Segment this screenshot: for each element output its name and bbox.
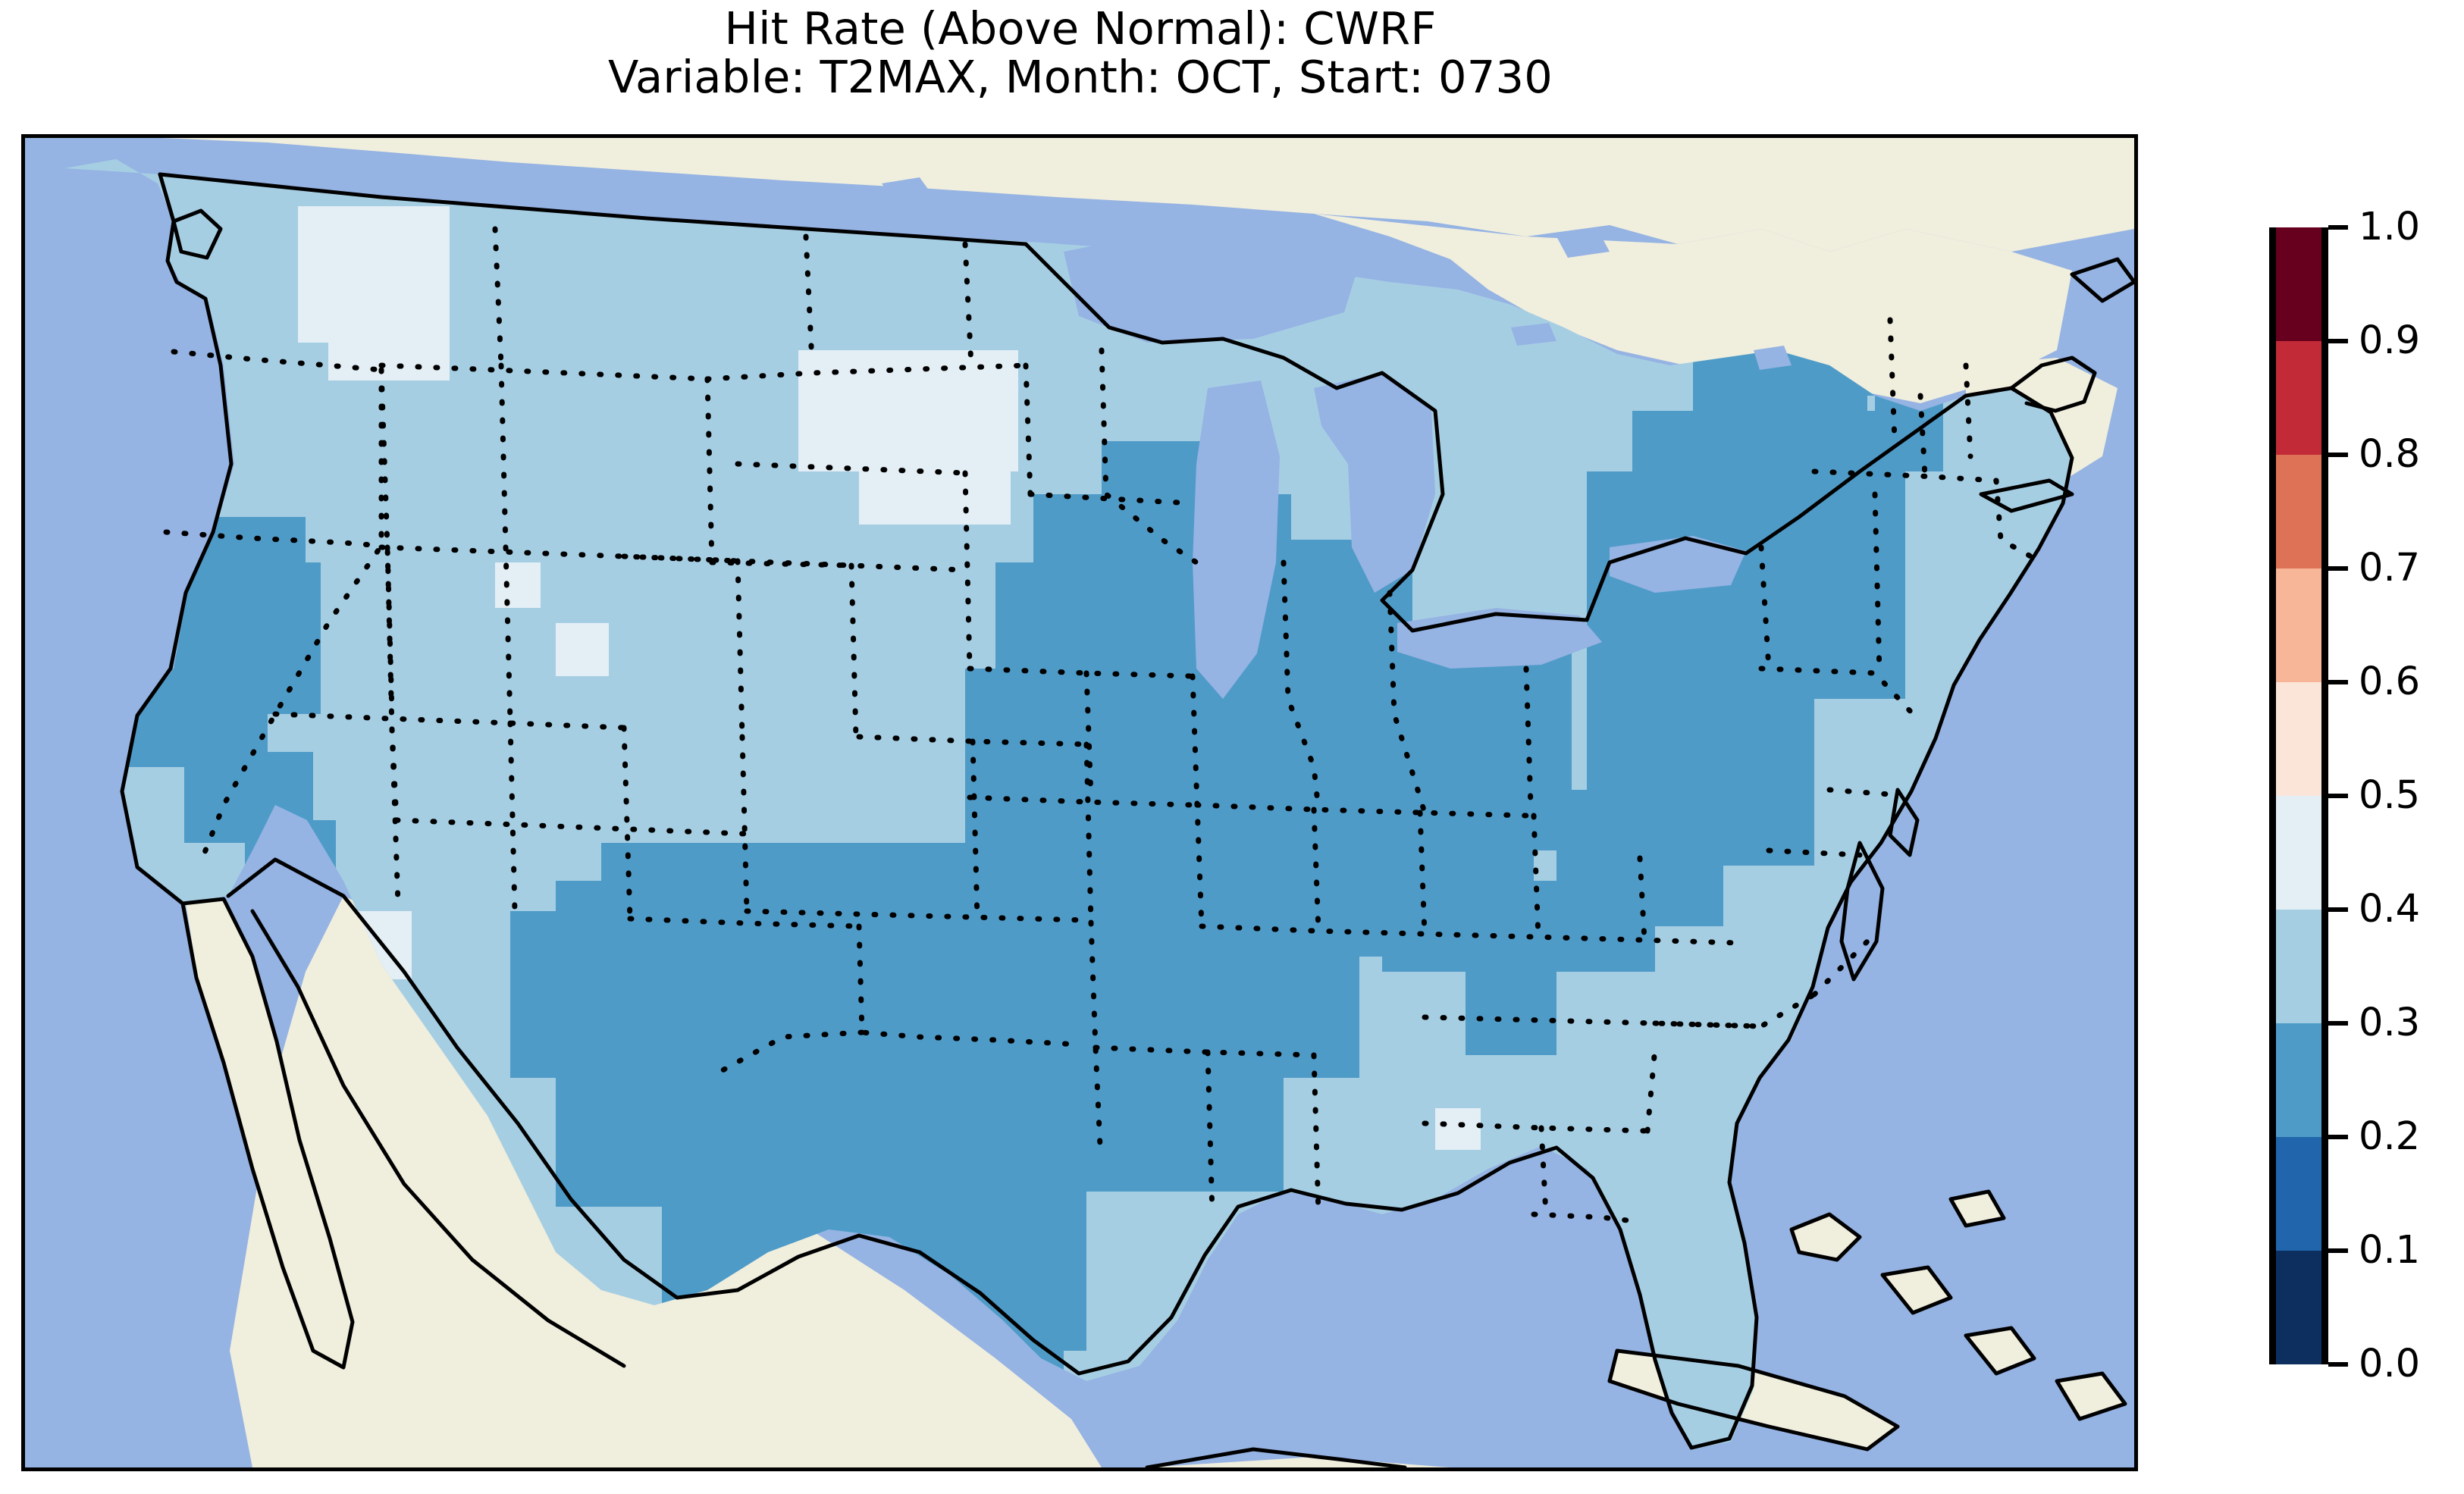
- tick-label: 0.5: [2359, 773, 2421, 818]
- map-panel: [21, 134, 2138, 1471]
- map-canvas: [25, 138, 2134, 1467]
- tick-label: 0.9: [2359, 318, 2421, 363]
- colorbar-swatches: [2269, 227, 2328, 1364]
- colorbar-bin-05-06: [2269, 682, 2328, 796]
- title-line-1: Hit Rate (Above Normal): CWRF: [724, 2, 1437, 55]
- tick-label: 1.0: [2359, 205, 2421, 249]
- tick-label: 0.1: [2359, 1228, 2421, 1273]
- tick-mark: [2328, 339, 2348, 343]
- figure-title: Hit Rate (Above Normal): CWRF Variable: …: [0, 5, 2161, 102]
- tick-mark: [2328, 1021, 2348, 1026]
- tick-mark: [2328, 1135, 2348, 1139]
- tick-label: 0.3: [2359, 1001, 2421, 1045]
- tick-label: 0.7: [2359, 546, 2421, 590]
- colorbar-bins: [2269, 227, 2328, 1364]
- colorbar-bin-08-09: [2269, 341, 2328, 455]
- colorbar-bin-01-02: [2269, 1137, 2328, 1251]
- colorbar-bin-02-03: [2269, 1023, 2328, 1137]
- colorbar-bin-04-05: [2269, 796, 2328, 910]
- tick-label: 0.2: [2359, 1114, 2421, 1159]
- tick-mark: [2328, 225, 2348, 230]
- tick-mark: [2328, 1362, 2348, 1367]
- state-borders: [163, 226, 2045, 1225]
- title-line-2: Variable: T2MAX, Month: OCT, Start: 0730: [608, 51, 1553, 103]
- tick-mark: [2328, 794, 2348, 798]
- tick-mark: [2328, 453, 2348, 457]
- tick-mark: [2328, 680, 2348, 684]
- tick-label: 0.8: [2359, 432, 2421, 477]
- colorbar-bin-09-10: [2269, 227, 2328, 341]
- colorbar-bin-03-04: [2269, 910, 2328, 1023]
- great-lakes: [882, 177, 1792, 699]
- colorbar: 1.0 0.9 0.8 0.7 0.6 0.5: [2269, 205, 2464, 1387]
- coastlines: [120, 172, 2134, 1467]
- tick-label: 0.4: [2359, 887, 2421, 932]
- tick-label: 0.0: [2359, 1342, 2421, 1386]
- colorbar-axis-label: Hit Rate: [2460, 629, 2464, 773]
- tick-mark: [2328, 1248, 2348, 1253]
- tick-mark: [2328, 907, 2348, 912]
- colorbar-bin-07-08: [2269, 455, 2328, 568]
- tick-label: 0.6: [2359, 659, 2421, 704]
- colorbar-bin-00-01: [2269, 1251, 2328, 1364]
- tick-mark: [2328, 566, 2348, 571]
- colorbar-bin-06-07: [2269, 568, 2328, 682]
